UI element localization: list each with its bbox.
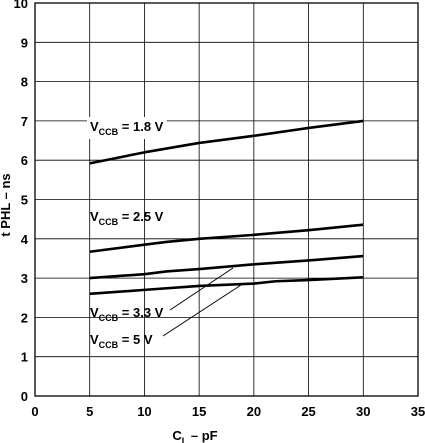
y-tick-label: 3 <box>21 271 28 286</box>
y-tick-label: 0 <box>21 389 28 404</box>
series-label-main: V <box>90 209 99 224</box>
series-line-1 <box>89 119 364 165</box>
x-tick-label: 0 <box>31 404 38 419</box>
series-label-sub: CCB <box>99 217 119 227</box>
y-tick-label: 4 <box>21 232 29 247</box>
series-label-4: VCCB = 5 V <box>90 332 153 350</box>
plot-frame <box>34 2 419 397</box>
x-axis-label-rest: – pF <box>187 428 217 443</box>
x-axis-label-sub: L <box>182 436 188 443</box>
series-label-rest: = 2.5 V <box>118 209 163 224</box>
y-tick-label: 8 <box>21 75 28 90</box>
series-line-2 <box>89 223 364 254</box>
y-axis: 0 1 2 3 4 5 6 7 8 9 10 <box>14 0 29 404</box>
series-label-background <box>87 117 167 139</box>
series-line-4 <box>89 276 364 296</box>
y-tick-label: 2 <box>21 310 28 325</box>
x-axis-label: CL – pF <box>172 428 217 443</box>
y-axis-label: t PHL – ns <box>0 173 13 236</box>
x-tick-label: 35 <box>411 404 425 419</box>
series-label-main: V <box>90 332 99 347</box>
series-line-3 <box>89 254 364 280</box>
x-tick-label: 30 <box>356 404 370 419</box>
x-tick-label: 20 <box>247 404 261 419</box>
y-tick-label: 6 <box>21 153 28 168</box>
leader-line-4 <box>162 284 242 337</box>
series-label-sub: CCB <box>99 127 119 137</box>
x-axis-label-main: C <box>172 428 182 443</box>
series-label-sub: CCB <box>99 340 119 350</box>
x-tick-label: 25 <box>301 404 315 419</box>
label-leaders <box>162 267 242 337</box>
series-label-2: VCCB = 2.5 V <box>90 209 164 227</box>
y-tick-label: 10 <box>14 0 28 11</box>
x-tick-label: 5 <box>86 404 93 419</box>
series-label-3: VCCB = 3.3 V <box>90 305 164 323</box>
leader-line-3 <box>169 267 234 311</box>
series-lines <box>89 119 364 296</box>
series-label-rest: = 5 V <box>118 332 153 347</box>
series-label-main: V <box>90 119 99 134</box>
series-label-rest: = 1.8 V <box>118 119 163 134</box>
x-tick-label: 15 <box>192 404 206 419</box>
x-tick-label: 10 <box>137 404 151 419</box>
y-tick-label: 5 <box>21 193 28 208</box>
series-label-sub: CCB <box>99 313 119 323</box>
series-label-1: VCCB = 1.8 V <box>90 119 164 137</box>
series-label-rest: = 3.3 V <box>118 305 163 320</box>
y-tick-label: 9 <box>21 35 28 50</box>
y-tick-label: 7 <box>21 114 28 129</box>
x-axis: 0 5 10 15 20 25 30 35 <box>31 404 425 419</box>
y-tick-label: 1 <box>21 350 28 365</box>
series-label-main: V <box>90 305 99 320</box>
